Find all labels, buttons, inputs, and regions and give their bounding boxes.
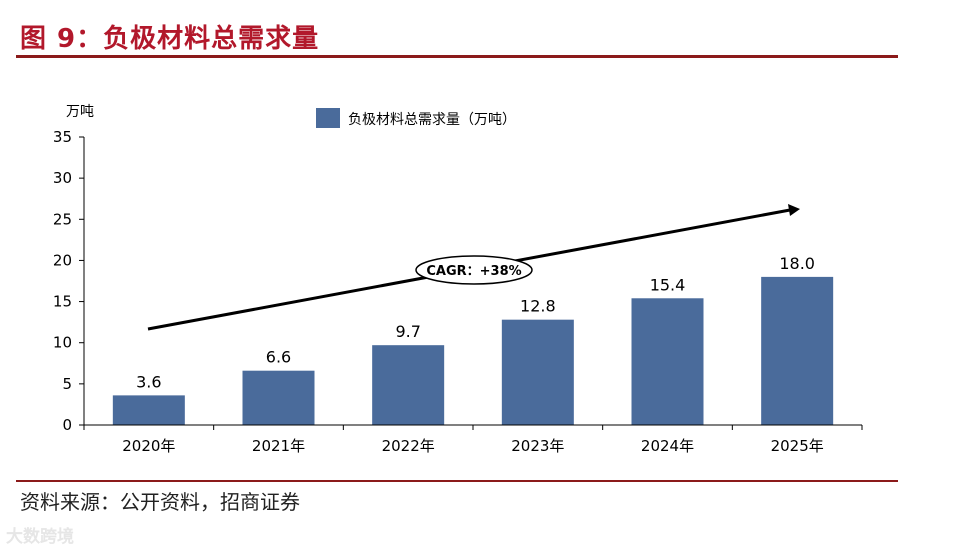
data-label: 12.8 (520, 297, 556, 316)
legend-label: 负极材料总需求量（万吨） (348, 112, 516, 128)
bar-series: 3.6 6.6 9.7 12.8 15.4 18.0 (112, 254, 834, 425)
bar (631, 298, 704, 425)
trend-arrow-head (788, 204, 800, 216)
cagr-label: CAGR：+38% (426, 264, 521, 279)
y-tick-label: 0 (62, 416, 72, 434)
y-tick-label: 25 (53, 210, 72, 228)
x-tick-label: 2022年 (382, 437, 435, 455)
bar (242, 370, 315, 425)
cagr-ellipse (415, 255, 533, 285)
footer-divider (16, 480, 898, 482)
data-label: 15.4 (650, 275, 686, 294)
bar (372, 345, 445, 425)
x-tick-label: 2021年 (252, 437, 305, 455)
data-label: 9.7 (395, 322, 420, 341)
figure-title: 图 9：负极材料总需求量 (20, 24, 320, 54)
data-label: 18.0 (779, 254, 815, 273)
y-axis: 0 5 10 15 20 25 30 35 (53, 128, 85, 434)
data-label: 3.6 (136, 372, 161, 391)
y-tick-label: 15 (53, 293, 72, 311)
title-divider (16, 55, 898, 58)
bar (501, 319, 574, 425)
x-tick-label: 2023年 (511, 437, 564, 455)
bar (761, 276, 834, 425)
x-tick-label: 2020年 (122, 437, 175, 455)
y-tick-label: 35 (53, 128, 72, 146)
bar (112, 395, 185, 425)
x-axis: 2020年 2021年 2022年 2023年 2024年 2025年 (83, 424, 863, 455)
x-tick-label: 2024年 (641, 437, 694, 455)
y-tick-label: 30 (53, 169, 72, 187)
source-note: 资料来源：公开资料，招商证券 (20, 490, 300, 514)
y-tick-label: 20 (53, 251, 72, 269)
watermark: 大数跨境 (6, 527, 74, 547)
cagr-annotation: CAGR：+38% (147, 204, 800, 331)
data-label: 6.6 (266, 348, 291, 367)
bar-chart: 0 5 10 15 20 25 30 35 3.6 6.6 9.7 12.8 15.4 18.0 202… (53, 104, 863, 455)
y-axis-label: 万吨 (66, 104, 94, 120)
x-tick-label: 2025年 (771, 437, 824, 455)
legend-swatch (316, 108, 340, 128)
y-tick-label: 5 (62, 375, 72, 393)
y-tick-label: 10 (53, 334, 72, 352)
